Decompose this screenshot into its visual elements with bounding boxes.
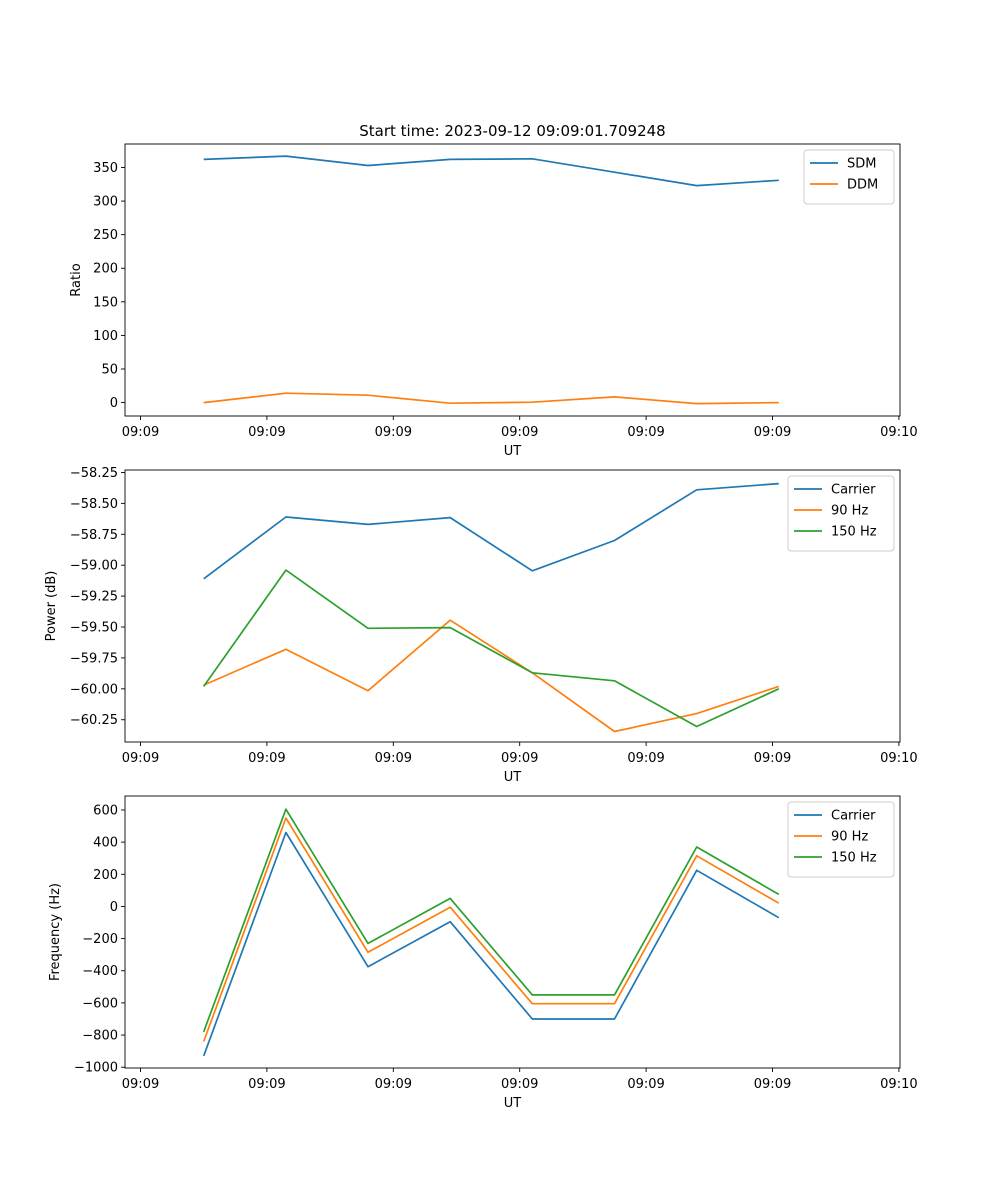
x-tick-label: 09:09 [122, 1077, 159, 1092]
legend-box [787, 475, 895, 552]
axes-frame [124, 143, 901, 417]
x-tick-label: 09:09 [375, 425, 412, 440]
axes-frame [124, 469, 901, 743]
y-tick-label: −1000 [74, 1061, 118, 1076]
x-tick-label: 09:09 [627, 425, 664, 440]
x-tick-label: 09:09 [248, 425, 285, 440]
legend: Carrier 90 Hz 150 Hz [787, 475, 895, 552]
series-line-90-hz [203, 619, 780, 733]
y-tick-label: −59.50 [70, 621, 118, 636]
legend-box [787, 801, 895, 878]
legend-label: 90 Hz [831, 830, 868, 845]
y-tick-label: −800 [82, 1029, 118, 1044]
x-tick-label: 09:09 [248, 751, 285, 766]
series-line-90-hz [202, 817, 780, 1042]
legend-label: 150 Hz [831, 525, 877, 540]
y-tick-label: −600 [82, 996, 118, 1011]
y-tick-label: −59.75 [70, 651, 118, 666]
x-tick-label: 09:10 [880, 751, 917, 766]
x-tick-label: 09:09 [627, 751, 664, 766]
series-line-ddm [203, 392, 779, 405]
series-line-carrier [203, 482, 779, 580]
x-tick-label: 09:09 [754, 425, 791, 440]
legend-label: Carrier [831, 483, 876, 498]
y-axis-label: Power (dB) [44, 571, 59, 642]
y-tick-label: −58.75 [70, 528, 118, 543]
legend-label: 150 Hz [831, 851, 877, 866]
y-tick-label: 250 [93, 228, 118, 243]
x-tick-label: 09:09 [501, 751, 538, 766]
y-tick-label: 150 [93, 295, 118, 310]
chart-panel-3: 09:09 09:09 09:09 09:09 09:09 09:09 09:10 UT −10… [48, 795, 918, 1111]
y-tick-label: 0 [110, 396, 118, 411]
y-tick-label: 50 [101, 362, 118, 377]
legend-label: SDM [847, 157, 876, 172]
y-tick-label: 300 [93, 195, 118, 210]
x-tick-label: 09:09 [375, 1077, 412, 1092]
y-tick-label: 0 [110, 900, 118, 915]
y-tick-label: −60.25 [70, 713, 118, 728]
y-tick-label: 350 [93, 161, 118, 176]
y-tick-label: −59.25 [70, 590, 118, 605]
x-tick-label: 09:09 [501, 1077, 538, 1092]
x-tick-label: 09:09 [754, 1077, 791, 1092]
chart-panel-2: 09:09 09:09 09:09 09:09 09:09 09:09 09:10 UT −58… [44, 466, 918, 785]
x-axis-label: UT [504, 444, 522, 459]
x-tick-label: 09:09 [627, 1077, 664, 1092]
x-tick-label: 09:09 [501, 425, 538, 440]
y-tick-label: 600 [93, 803, 118, 818]
series-line-carrier [202, 831, 780, 1057]
chart-panel-1: Start time: 2023-09-12 09:09:01.709248 09… [69, 122, 918, 459]
y-axis-label: Frequency (Hz) [48, 883, 63, 981]
y-tick-label: −400 [82, 964, 118, 979]
y-tick-label: 100 [93, 329, 118, 344]
x-tick-label: 09:09 [122, 751, 159, 766]
legend-label: 90 Hz [831, 504, 868, 519]
y-tick-label: −58.25 [70, 466, 118, 481]
axes-frame [124, 795, 901, 1069]
x-tick-label: 09:10 [880, 425, 917, 440]
x-axis-label: UT [504, 1096, 522, 1111]
series-line-150-hz [203, 569, 780, 728]
x-tick-label: 09:09 [122, 425, 159, 440]
legend-label: Carrier [831, 809, 876, 824]
y-tick-label: 400 [93, 836, 118, 851]
series-line-150-hz [202, 808, 780, 1033]
y-axis-label: Ratio [69, 263, 84, 296]
x-axis-label: UT [504, 770, 522, 785]
y-tick-label: −58.50 [70, 497, 118, 512]
legend-label: DDM [847, 178, 878, 193]
y-tick-label: −60.00 [70, 682, 118, 697]
legend: SDM DDM [803, 149, 895, 205]
y-tick-label: −200 [82, 932, 118, 947]
chart-title: Start time: 2023-09-12 09:09:01.709248 [359, 122, 665, 140]
y-tick-label: 200 [93, 262, 118, 277]
x-tick-label: 09:09 [754, 751, 791, 766]
legend: Carrier 90 Hz 150 Hz [787, 801, 895, 878]
series-line-sdm [203, 155, 779, 187]
x-tick-label: 09:10 [880, 1077, 917, 1092]
x-tick-label: 09:09 [375, 751, 412, 766]
y-tick-label: 200 [93, 868, 118, 883]
y-tick-label: −59.00 [70, 559, 118, 574]
x-tick-label: 09:09 [248, 1077, 285, 1092]
